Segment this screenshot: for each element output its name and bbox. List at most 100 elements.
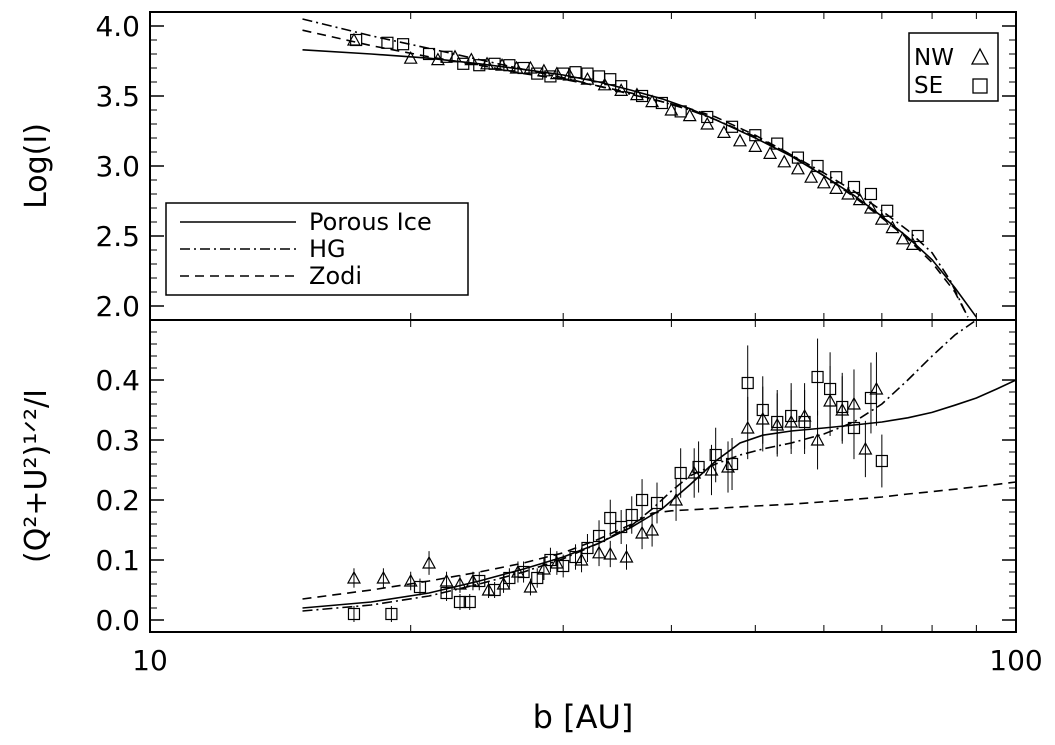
- legend-line-label: Porous Ice: [309, 208, 432, 236]
- se-point: [463, 595, 476, 609]
- nw-point: [509, 60, 524, 74]
- se-point: [604, 511, 617, 525]
- nw-point: [816, 175, 831, 189]
- se-point: [692, 460, 705, 474]
- nw-point: [562, 67, 577, 81]
- nw-point: [829, 181, 844, 194]
- nw-point: [603, 546, 618, 560]
- nw-point: [439, 573, 454, 587]
- nw-point: [645, 522, 660, 536]
- se-point: [875, 454, 888, 468]
- nw-point: [700, 116, 715, 130]
- y-tick-label: 2.0: [95, 290, 140, 323]
- top-data-points: [346, 32, 924, 250]
- nw-point: [465, 573, 480, 587]
- legend-square-marker: [972, 78, 988, 94]
- se-point: [741, 376, 754, 390]
- y-tick-label: 4.0: [95, 10, 140, 43]
- nw-point: [885, 220, 900, 234]
- nw-point: [480, 56, 495, 70]
- se-point: [881, 204, 894, 217]
- nw-point: [574, 552, 589, 566]
- nw-point: [629, 87, 644, 101]
- se-point: [453, 595, 467, 609]
- nw-point: [770, 417, 785, 431]
- se-point: [531, 571, 544, 585]
- se-point: [811, 159, 824, 173]
- x-tick-label: 10: [132, 644, 168, 677]
- bottom-y-axis: 0.0 0.1 0.2 0.3 0.4: [95, 319, 1016, 637]
- nw-point: [549, 66, 564, 80]
- marker-legend-box: [908, 32, 999, 102]
- legend-marker-label: NW: [914, 45, 954, 71]
- nw-point: [452, 576, 467, 590]
- nw-point: [619, 549, 634, 563]
- se-point: [615, 80, 628, 93]
- nw-point: [790, 161, 805, 175]
- line-legend-box: [165, 202, 469, 296]
- nw-point: [376, 570, 391, 584]
- nw-point: [536, 63, 551, 77]
- se-point: [457, 57, 470, 70]
- se-point: [674, 466, 687, 480]
- se-point: [381, 36, 394, 49]
- top-y-axis: 2.0 2.5 3.0 3.5 4.0: [95, 10, 1016, 323]
- se-point: [911, 229, 924, 243]
- y-tick-label: 0.0: [95, 604, 140, 637]
- series-hg: [302, 320, 977, 612]
- se-point: [557, 559, 570, 573]
- nw-point: [732, 133, 747, 147]
- nw-point: [597, 77, 612, 91]
- nw-point: [721, 459, 736, 473]
- nw-point: [495, 57, 510, 71]
- se-point: [725, 120, 739, 133]
- nw-point: [905, 237, 920, 250]
- top-y-axis-label: Log(I): [19, 123, 54, 209]
- se-point: [422, 47, 436, 61]
- nw-point: [755, 411, 770, 425]
- y-tick-label: 3.5: [95, 80, 140, 113]
- nw-point: [536, 561, 551, 575]
- nw-point: [523, 60, 538, 74]
- bottom-series-lines: [302, 320, 1016, 612]
- nw-point: [523, 579, 538, 593]
- nw-point: [748, 139, 763, 152]
- nw-point: [580, 71, 595, 85]
- nw-point: [823, 393, 838, 407]
- y-tick-label: 0.3: [95, 424, 140, 457]
- nw-point: [852, 192, 867, 206]
- nw-point: [346, 32, 361, 46]
- se-point: [625, 508, 638, 522]
- se-point: [709, 448, 722, 462]
- nw-point: [740, 420, 755, 434]
- se-point: [615, 520, 628, 534]
- se-point: [635, 493, 649, 507]
- se-point: [569, 550, 582, 564]
- nw-point: [874, 211, 889, 225]
- nw-point: [777, 154, 792, 168]
- se-point: [811, 370, 824, 384]
- y-tick-label: 0.2: [95, 484, 140, 517]
- nw-point: [430, 52, 445, 66]
- nw-point: [496, 576, 511, 590]
- se-point: [847, 180, 861, 194]
- se-point: [864, 187, 878, 201]
- bottom-panel: 0.0 0.1 0.2 0.3 0.4 10 100 (Q²+U²)¹ᐟ²/I b [AU…: [19, 319, 1043, 736]
- se-point: [544, 553, 557, 567]
- top-panel: 2.02.53.03.54.0 Log(I) Porous IceHGZodi …: [19, 10, 1017, 323]
- nw-point: [510, 564, 525, 578]
- nw-point: [464, 52, 479, 66]
- bottom-panel-frame: [149, 319, 1017, 633]
- legend-line-label: Zodi: [309, 262, 362, 290]
- legend-marker-label: SE: [914, 73, 943, 99]
- nw-point: [716, 125, 731, 138]
- nw-point: [664, 102, 679, 116]
- se-point: [635, 89, 649, 103]
- nw-point: [835, 402, 850, 416]
- nw-point: [635, 525, 650, 539]
- top-x-ticks: [149, 12, 1017, 320]
